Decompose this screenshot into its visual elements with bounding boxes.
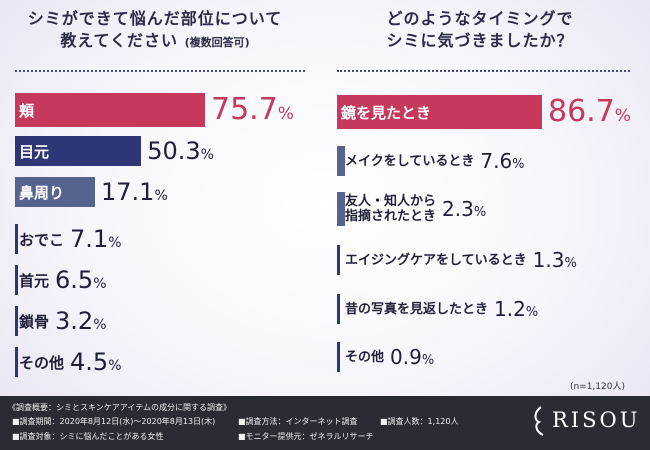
value-label-1-5: 6.5% bbox=[55, 266, 107, 294]
value-label-2-6: 0.9% bbox=[390, 345, 435, 369]
right-divider bbox=[337, 70, 630, 72]
value-label-2-5: 1.2% bbox=[494, 297, 539, 321]
category-label-1-4: おでこ bbox=[19, 230, 65, 249]
footer-overview: 《調査概要：シミとスキンケアアイテムの成分に関する調査》 bbox=[8, 403, 231, 412]
brand-name: RISOU bbox=[552, 408, 641, 432]
right-title-line2: シミに気づきましたか？ bbox=[386, 31, 574, 50]
row-edge-2-2 bbox=[337, 146, 345, 176]
sample-size-note: (n=1,120人) bbox=[569, 382, 625, 392]
value-label-1-7: 4.5% bbox=[70, 348, 122, 376]
footer-target: ■調査対象：シミに悩んだことがある女性 bbox=[12, 432, 164, 441]
category-label-1-6: 鎖骨 bbox=[19, 312, 50, 331]
value-label-1-4: 7.1% bbox=[70, 225, 122, 253]
row-edge-1-6 bbox=[15, 306, 18, 336]
bar-1-1 bbox=[15, 93, 205, 127]
left-divider bbox=[15, 70, 305, 72]
value-label-1-2: 50.3% bbox=[147, 137, 214, 165]
row-edge-1-5 bbox=[15, 265, 18, 295]
category-label-2-4: エイジングケアをしているとき bbox=[345, 252, 527, 268]
brand-logo: RISOU bbox=[532, 404, 647, 440]
value-label-1-1: 75.7% bbox=[211, 92, 294, 127]
value-label-2-3: 2.3% bbox=[442, 197, 487, 221]
value-label-2-4: 1.3% bbox=[532, 248, 577, 272]
bar-1-3 bbox=[15, 177, 95, 207]
footer-provider: ■モニター提供元：ゼネラルリサーチ bbox=[238, 432, 374, 441]
row-edge-1-4 bbox=[15, 224, 18, 254]
left-title-main: 教えてください bbox=[60, 31, 179, 50]
category-label-2-6: その他 bbox=[345, 349, 385, 365]
value-label-2-1: 86.7% bbox=[548, 94, 631, 129]
right-chart-title: どのようなタイミングで シミに気づきましたか？ bbox=[330, 8, 630, 52]
row-edge-2-5 bbox=[337, 294, 340, 324]
category-label-1-3: 鼻周り bbox=[19, 183, 65, 202]
right-title-line1: どのようなタイミングで bbox=[386, 9, 574, 28]
row-edge-1-7 bbox=[15, 347, 18, 377]
brand-mark-icon bbox=[534, 406, 544, 436]
category-label-2-1: 鏡を見たとき bbox=[341, 103, 432, 122]
row-edge-2-4 bbox=[337, 245, 340, 275]
left-title-line2: 教えてください (複数回答可) bbox=[5, 30, 305, 54]
row-edge-2-3 bbox=[337, 192, 345, 226]
category-label-1-1: 頬 bbox=[19, 101, 35, 120]
category-label-2-5: 昔の写真を見返したとき bbox=[345, 301, 489, 317]
footer-respondents: ■調査人数：1,120人 bbox=[380, 417, 459, 426]
footer-period: ■調査期間：2020年8月12日(水)～2020年8月13日(木) bbox=[12, 417, 216, 426]
category-label-2-2: メイクをしているとき bbox=[345, 153, 475, 169]
value-label-2-2: 7.6% bbox=[480, 149, 525, 173]
left-chart-title: シミができて悩んだ部位について 教えてください (複数回答可) bbox=[5, 8, 305, 54]
category-label-1-7: その他 bbox=[19, 353, 65, 372]
left-title-sub: (複数回答可) bbox=[184, 36, 250, 49]
left-title-line1: シミができて悩んだ部位について bbox=[27, 9, 283, 28]
bar-2-1 bbox=[337, 95, 542, 129]
value-label-1-6: 3.2% bbox=[55, 307, 107, 335]
category-label-1-5: 首元 bbox=[19, 271, 50, 290]
survey-footer: 《調査概要：シミとスキンケアアイテムの成分に関する調査》 ■調査期間：2020年… bbox=[0, 396, 650, 450]
category-label-1-2: 目元 bbox=[19, 142, 50, 161]
row-edge-2-6 bbox=[337, 342, 340, 372]
footer-method: ■調査方法：インターネット調査 bbox=[238, 417, 358, 426]
category-label-2-3: 友人・知人から 指摘されたとき bbox=[345, 194, 437, 224]
bar-1-2 bbox=[15, 136, 142, 166]
value-label-1-3: 17.1% bbox=[101, 178, 168, 206]
